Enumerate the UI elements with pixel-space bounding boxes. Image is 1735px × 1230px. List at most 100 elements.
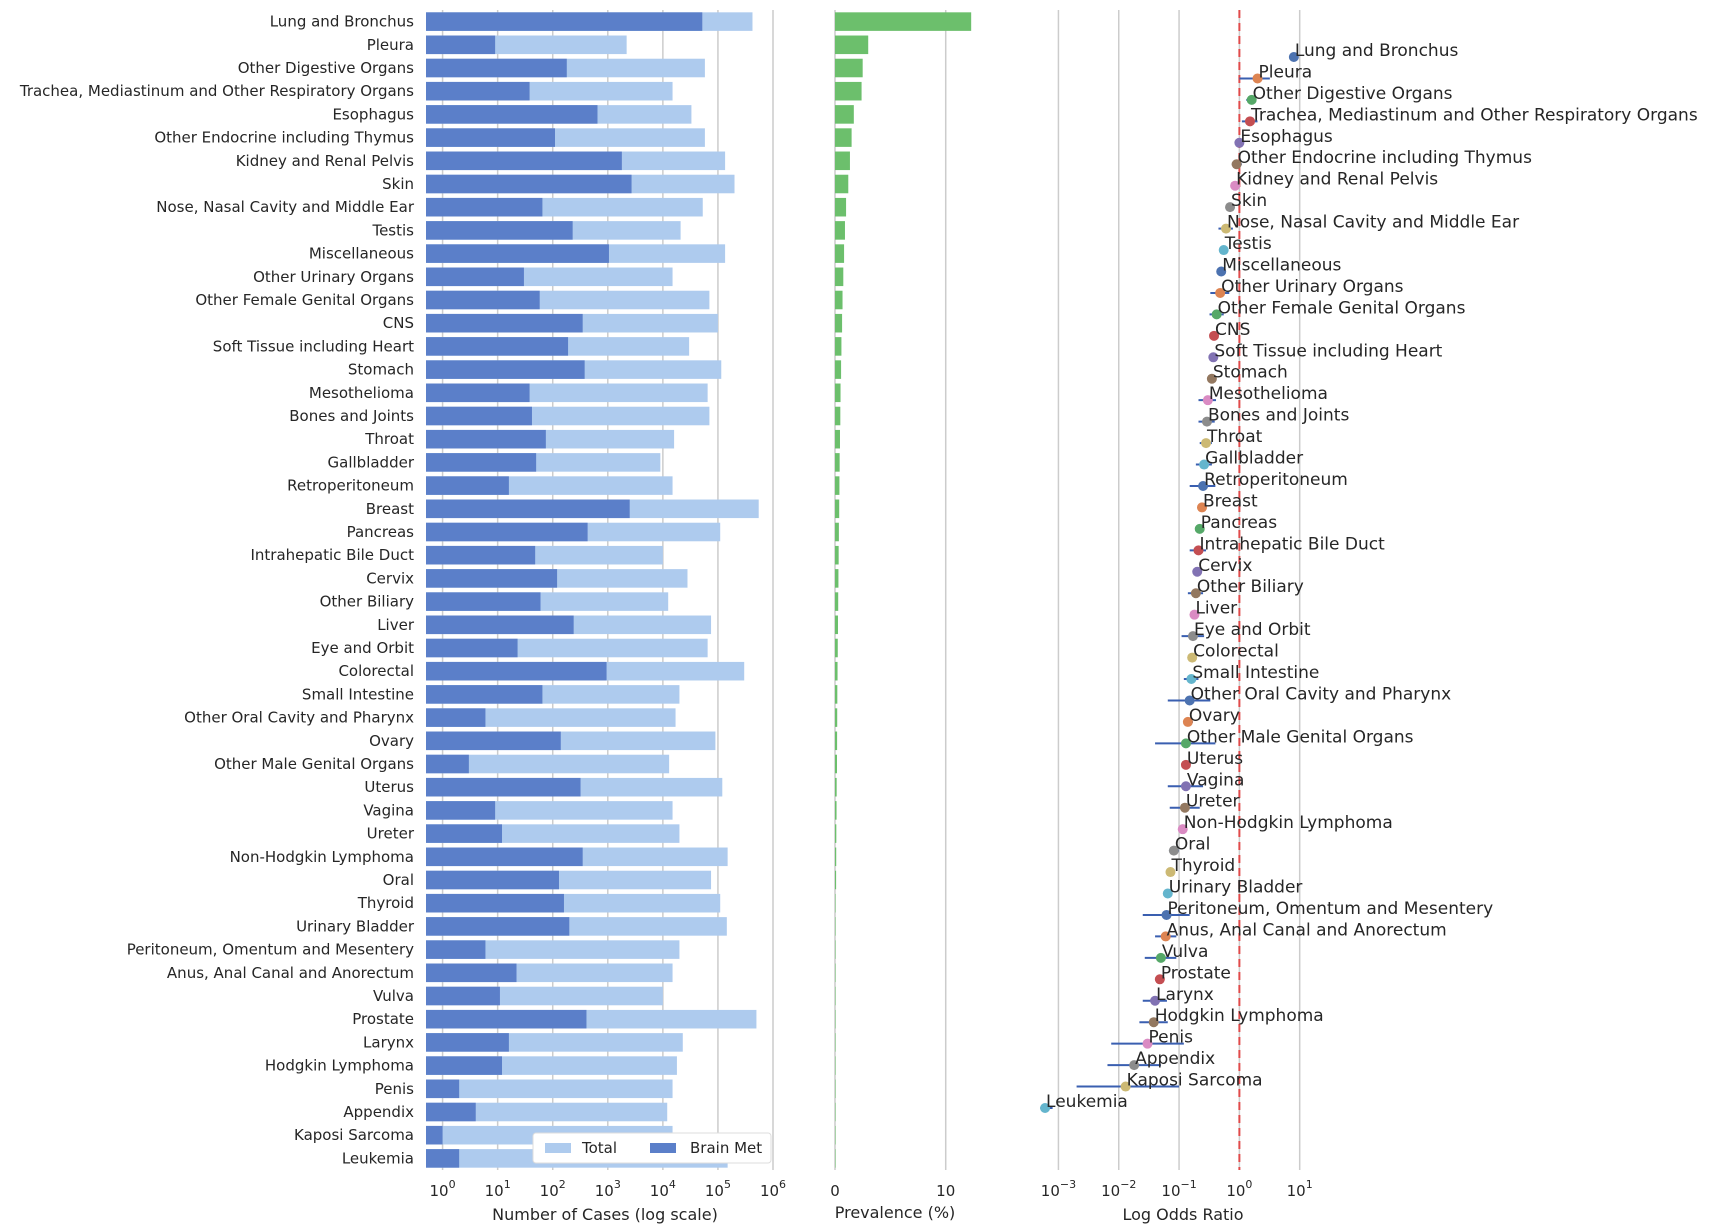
odds-ratio-point-label: Penis — [1149, 1028, 1194, 1048]
brain-met-bar — [426, 1079, 460, 1099]
odds-tick-label: 10−3 — [1041, 1178, 1076, 1200]
category-label: Ureter — [367, 825, 415, 843]
odds-ratio-point — [1196, 502, 1207, 513]
odds-ratio-point-label: Nose, Nasal Cavity and Middle Ear — [1227, 213, 1519, 233]
brain-met-bar — [426, 1102, 476, 1122]
category-label: Esophagus — [332, 105, 414, 123]
odds-ratio-point-label: Oral — [1175, 835, 1211, 855]
odds-ratio-point — [1230, 180, 1241, 191]
odds-ratio-point-label: Pleura — [1259, 62, 1313, 82]
odds-ratio-point-label: Vulva — [1162, 942, 1208, 962]
prevalence-bar — [835, 661, 838, 681]
odds-ratio-point — [1231, 159, 1242, 170]
odds-ratio-point — [1162, 888, 1173, 899]
brain-met-bar — [426, 731, 561, 751]
category-label: Liver — [377, 616, 415, 634]
category-label: Other Endocrine including Thymus — [154, 129, 414, 147]
odds-tick-label: 101 — [1287, 1178, 1313, 1200]
brain-met-bar — [426, 81, 530, 101]
category-label: Stomach — [348, 361, 414, 379]
odds-ratio-point-label: Skin — [1231, 191, 1267, 211]
odds-ratio-point — [1192, 566, 1203, 577]
odds-ratio-point-label: Thyroid — [1170, 856, 1235, 876]
brain-met-bar — [426, 1056, 503, 1075]
cases-panel-x-axis-label: Number of Cases (log scale) — [492, 1205, 718, 1224]
odds-ratio-point-label: Anus, Anal Canal and Anorectum — [1167, 920, 1447, 940]
prevalence-bar — [835, 847, 837, 867]
brain-met-bar — [426, 105, 598, 124]
category-label: Breast — [366, 500, 414, 518]
total-bar — [426, 754, 670, 774]
brain-met-bar — [426, 708, 486, 727]
prevalence-tick-label: 10 — [936, 1182, 955, 1200]
brain-met-bar — [426, 893, 564, 913]
category-label: Hodgkin Lymphoma — [265, 1057, 414, 1075]
odds-ratio-point — [1155, 952, 1166, 963]
prevalence-bar — [835, 824, 837, 843]
cases-tick-label: 102 — [540, 1178, 566, 1200]
odds-ratio-point-label: Other Female Genital Organs — [1218, 298, 1466, 318]
prevalence-bar — [835, 406, 841, 426]
category-label: Throat — [364, 430, 414, 448]
total-bar — [426, 940, 680, 959]
legend-label-brain-met: Brain Met — [690, 1139, 762, 1157]
prevalence-bar — [835, 917, 836, 936]
odds-ratio-point — [1168, 845, 1179, 856]
category-labels: Lung and Bronchus Pleura Other Digestive O… — [19, 13, 415, 1168]
odds-tick-label: 10−1 — [1161, 1178, 1196, 1200]
brain-met-bar — [426, 569, 558, 588]
brain-met-bar — [426, 453, 537, 472]
odds-ratio-point-label: Other Endocrine including Thymus — [1238, 148, 1532, 168]
category-label: Eye and Orbit — [311, 639, 414, 657]
odds-ratio-point — [1180, 781, 1191, 792]
prevalence-bar — [835, 1079, 836, 1099]
odds-ratio-point-label: Other Biliary — [1197, 577, 1304, 597]
odds-ratio-point-label: Intrahepatic Bile Duct — [1199, 534, 1385, 554]
odds-ratio-point-label: Trachea, Mediastinum and Other Respirato… — [1250, 105, 1698, 125]
prevalence-panel-x-ticks: 0 10 — [830, 1182, 955, 1200]
brain-met-bar — [426, 847, 583, 867]
brain-met-bar — [426, 244, 609, 263]
category-label: Mesothelioma — [309, 384, 414, 402]
odds-ratio-point — [1148, 1017, 1159, 1028]
legend-swatch-total — [545, 1143, 571, 1153]
odds-ratio-point — [1220, 223, 1231, 234]
prevalence-bar — [835, 35, 869, 55]
category-label: CNS — [383, 314, 414, 332]
odds-ratio-point-label: Mesothelioma — [1209, 384, 1328, 404]
prevalence-bar — [835, 1102, 836, 1122]
prevalence-bar — [835, 986, 836, 1006]
brain-met-bar — [426, 1125, 443, 1145]
odds-ratio-point — [1187, 652, 1198, 663]
brain-met-bar — [426, 685, 543, 704]
prevalence-bar — [835, 267, 844, 287]
category-label: Miscellaneous — [309, 245, 414, 263]
brain-met-bar — [426, 986, 500, 1006]
prevalence-bar — [835, 638, 838, 658]
odds-ratio-point-label: Uterus — [1187, 749, 1243, 769]
cases-tick-label: 100 — [430, 1178, 456, 1200]
brain-met-bar — [426, 58, 567, 78]
odds-ratio-point-label: Bones and Joints — [1208, 406, 1350, 426]
odds-ratio-point-label: Eye and Orbit — [1194, 620, 1311, 640]
prevalence-bar — [835, 499, 840, 519]
prevalence-bar — [835, 1033, 836, 1052]
category-label: Testis — [371, 221, 414, 239]
category-label: Kaposi Sarcoma — [294, 1126, 414, 1144]
odds-ratio-point — [1179, 802, 1190, 813]
prevalence-bar — [835, 777, 837, 797]
odds-ratio-point-label: Larynx — [1156, 985, 1214, 1005]
category-label: Uterus — [364, 778, 414, 796]
brain-met-bar — [426, 499, 630, 519]
odds-ratio-point — [1161, 909, 1172, 920]
prevalence-bar — [835, 383, 841, 403]
category-label: Lung and Bronchus — [270, 13, 414, 31]
odds-ratio-point — [1202, 395, 1213, 406]
brain-met-bar — [426, 197, 543, 217]
odds-ratio-point — [1193, 545, 1204, 556]
odds-ratio-point — [1180, 759, 1191, 770]
odds-ratio-point-label: Colorectal — [1193, 642, 1279, 662]
brain-met-bar — [426, 174, 632, 194]
category-label: Bones and Joints — [289, 407, 414, 425]
category-label: Leukemia — [342, 1149, 414, 1167]
